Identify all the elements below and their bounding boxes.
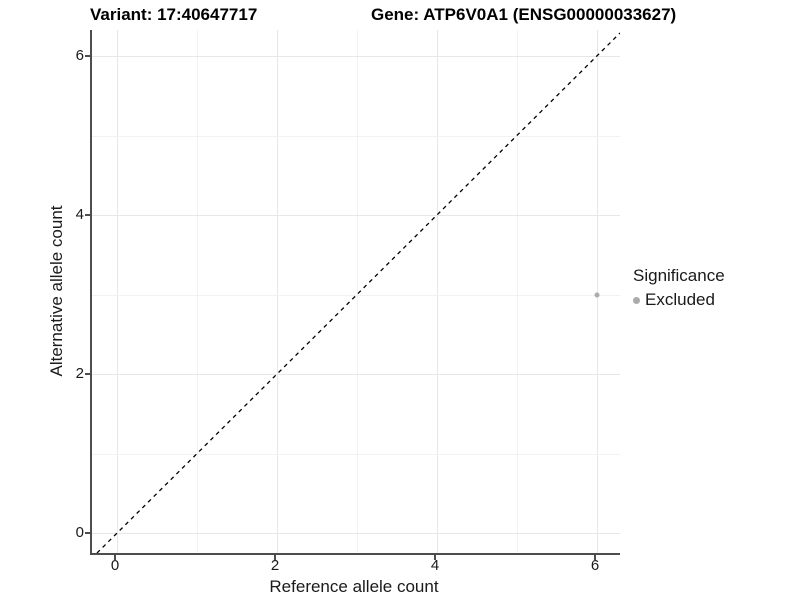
gridline-y6: [92, 56, 620, 57]
x-tick-label-2: 2: [270, 557, 280, 574]
y-tickmark-2: [85, 373, 90, 375]
identity-dashed-line: [96, 32, 620, 553]
gridline-x1: [197, 30, 198, 553]
x-tickmark-2: [274, 555, 276, 560]
gridline-x2: [277, 30, 278, 553]
legend-point-icon: [633, 296, 640, 304]
gene-title: Gene: ATP6V0A1 (ENSG00000033627): [371, 5, 677, 24]
y-axis-title: Alternative allele count: [47, 205, 66, 377]
y-tick-label-0: 0: [75, 524, 84, 541]
gridline-y5: [92, 135, 620, 137]
x-tickmark-0: [114, 555, 116, 560]
gridline-x6: [597, 30, 598, 553]
legend-entry-label: Excluded: [645, 290, 715, 309]
y-tickmark-0: [85, 532, 90, 534]
legend-entry-excluded: Excluded: [633, 290, 725, 310]
variant-title: Variant: 17:40647717: [90, 5, 258, 24]
plot-panel: [90, 30, 620, 555]
gridline-x0: [117, 30, 118, 553]
x-axis-title: Reference allele count: [269, 577, 439, 596]
x-tick-label-6: 6: [590, 557, 600, 574]
gridline-x3: [357, 30, 358, 553]
data-point-excluded-6-3: [594, 292, 600, 297]
gridline-x5: [517, 30, 518, 553]
gridline-x4: [437, 30, 438, 553]
x-tickmark-6: [594, 555, 596, 560]
gridline-y0: [92, 533, 620, 534]
gridline-y3: [92, 294, 620, 296]
x-tickmark-4: [434, 555, 436, 560]
y-tickmark-4: [85, 214, 90, 216]
legend-title: Significance: [633, 266, 725, 285]
x-tick-label-4: 4: [430, 557, 440, 574]
gridline-y2: [92, 374, 620, 375]
y-tick-label-6: 6: [75, 47, 84, 64]
y-tickmark-6: [85, 55, 90, 57]
x-tick-label-0: 0: [110, 557, 120, 574]
legend: Significance Excluded: [633, 266, 725, 310]
gridline-y4: [92, 215, 620, 216]
y-tick-label-2: 2: [75, 365, 84, 382]
gridline-y1: [92, 453, 620, 455]
y-tick-label-4: 4: [75, 206, 84, 223]
